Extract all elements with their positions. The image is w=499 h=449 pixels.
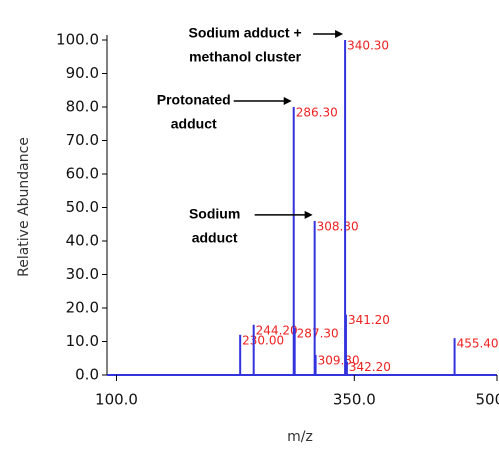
peak-label: 230.00 [242, 333, 284, 347]
arrow-head [283, 97, 292, 105]
x-tick-label: 500.0 [476, 391, 499, 409]
peak-label: 286.30 [296, 106, 338, 120]
annotation: adduct [192, 230, 238, 246]
peak-label: 287.30 [297, 327, 339, 341]
peak-label: 340.30 [347, 39, 389, 53]
x-tick-label: 100.0 [95, 391, 138, 409]
peak-label: 342.20 [349, 360, 391, 374]
peak-label: 341.20 [348, 313, 390, 327]
peak-label: 308.30 [317, 219, 359, 233]
x-axis-label: m/z [287, 429, 313, 445]
arrow-head [304, 210, 313, 219]
y-axis-label: Relative Abundance [16, 137, 32, 277]
annotation: Sodium adduct + [188, 25, 301, 41]
y-tick-label: 90.0 [66, 64, 99, 82]
y-tick-label: 60.0 [66, 165, 99, 183]
annotation: adduct [171, 116, 217, 132]
y-tick-label: 50.0 [66, 198, 99, 216]
arrow-head [335, 30, 344, 38]
y-tick-label: 100.0 [56, 31, 99, 49]
annotation: Protonated [157, 92, 231, 108]
x-tick-label: 350.0 [333, 391, 376, 409]
peak-label: 309.30 [318, 353, 360, 367]
y-tick-label: 40.0 [66, 232, 99, 250]
peak-label: 455.40 [457, 337, 499, 351]
y-tick-label: 10.0 [66, 332, 99, 350]
y-tick-label: 70.0 [66, 131, 99, 149]
annotation: Sodium [189, 206, 240, 222]
y-tick-label: 20.0 [66, 299, 99, 317]
y-tick-label: 80.0 [66, 98, 99, 116]
y-tick-label: 0.0 [75, 366, 99, 384]
y-tick-label: 30.0 [66, 265, 99, 283]
annotation: methanol cluster [189, 49, 302, 65]
peak-label: 244.20 [256, 323, 298, 337]
